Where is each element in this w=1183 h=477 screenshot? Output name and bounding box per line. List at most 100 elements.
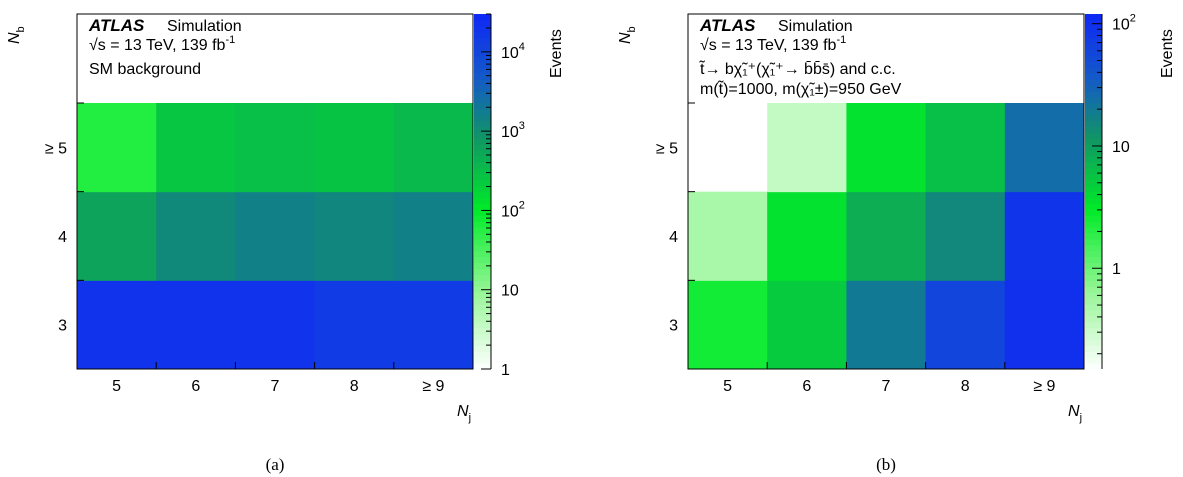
- colorbar-segment: [474, 126, 491, 133]
- colorbar-tick-label-main: 1: [1112, 261, 1121, 278]
- colorbar-segment: [474, 339, 491, 346]
- y-axis-title-sub: b: [15, 26, 27, 32]
- x-axis-title-sub: j: [468, 412, 471, 424]
- y-tick-label: 4: [669, 229, 678, 246]
- x-tick-label: 5: [112, 378, 121, 395]
- colorbar-segment: [1085, 197, 1102, 204]
- colorbar-segment: [1085, 108, 1102, 116]
- colorbar-segment: [1085, 167, 1102, 175]
- heatmap-cell: [846, 280, 927, 370]
- colorbar-segment: [474, 221, 491, 228]
- colorbar-segment: [1085, 61, 1102, 68]
- colorbar-segment: [474, 49, 491, 57]
- x-axis-title: Nj: [457, 403, 471, 424]
- colorbar-segment: [474, 43, 491, 51]
- colorbar-segment: [1085, 126, 1102, 133]
- colorbar-segment: [474, 209, 491, 216]
- colorbar-segment: [1085, 333, 1102, 341]
- y-axis-title-main: N: [617, 32, 634, 44]
- colorbar-tick-label-sup: 4: [519, 41, 525, 53]
- figure-caption: (a): [266, 455, 285, 474]
- heatmap-cell: [846, 191, 927, 281]
- colorbar-segment: [1085, 79, 1102, 86]
- colorbar-segment: [1085, 31, 1102, 39]
- colorbar-segment: [1085, 156, 1102, 163]
- heatmap-cell: [314, 280, 395, 370]
- colorbar-segment: [474, 256, 491, 264]
- heatmap-cell: [77, 103, 157, 193]
- colorbar-segment: [1085, 19, 1102, 27]
- colorbar-segment: [474, 268, 491, 275]
- colorbar-segment: [1085, 363, 1102, 370]
- x-tick-label: 5: [723, 378, 732, 395]
- heatmap-cell: [156, 280, 236, 370]
- colorbar-segment: [474, 191, 491, 199]
- colorbar-segment: [1085, 25, 1102, 33]
- colorbar-tick-label-main: 10: [501, 124, 519, 141]
- heatmap-cell: [156, 103, 236, 193]
- legend-line: m(t̃)=1000, m(χ̃₁±)=950 GeV: [700, 79, 902, 98]
- colorbar-tick-label: 103: [501, 120, 525, 141]
- colorbar-segment: [474, 215, 491, 222]
- heatmap-cell: [393, 103, 474, 193]
- x-tick-label: 7: [882, 378, 891, 395]
- colorbar-tick-label: 102: [501, 199, 525, 220]
- colorbar-segment: [474, 120, 491, 128]
- colorbar-segment: [1085, 209, 1102, 216]
- colorbar-segment: [1085, 303, 1102, 311]
- colorbar-tick-label: 1: [501, 362, 510, 379]
- simulation-label: Simulation: [778, 18, 853, 35]
- heatmap-cell: [1004, 103, 1085, 193]
- y-axis-title: Nb: [6, 26, 27, 44]
- x-axis-title-sub: j: [1079, 412, 1082, 424]
- colorbar-segment: [474, 303, 491, 311]
- y-tick-label: 4: [58, 229, 67, 246]
- colorbar-tick-label-main: 10: [1112, 17, 1130, 34]
- colorbar-segment: [1085, 132, 1102, 139]
- heatmap-cell: [314, 191, 395, 281]
- colorbar-segment: [474, 315, 491, 323]
- energy-label-sup: -1: [836, 34, 846, 46]
- y-tick-label: 3: [58, 318, 67, 335]
- x-tick-label: ≥ 9: [422, 378, 444, 395]
- colorbar-segment: [474, 90, 491, 98]
- colorbar-tick-label: 104: [501, 41, 525, 62]
- colorbar-segment: [474, 262, 491, 270]
- heatmap-cell: [1004, 280, 1085, 370]
- simulation-label: Simulation: [167, 18, 242, 35]
- colorbar-segment: [474, 250, 491, 258]
- colorbar-tick-label-main: 10: [501, 283, 519, 300]
- heatmap-cell: [767, 280, 847, 370]
- colorbar-segment: [474, 150, 491, 157]
- colorbar-tick-label-sup: 2: [1130, 13, 1136, 25]
- colorbar-segment: [474, 67, 491, 74]
- colorbar-segment: [474, 274, 491, 281]
- energy-label-main: √s = 13 TeV, 139 fb: [89, 37, 226, 54]
- colorbar-segment: [474, 114, 491, 122]
- colorbar-segment: [1085, 268, 1102, 275]
- colorbar-segment: [1085, 256, 1102, 264]
- colorbar-segment: [474, 73, 491, 80]
- colorbar-segment: [1085, 14, 1102, 21]
- heatmap-cell: [156, 191, 236, 281]
- colorbar-segment: [1085, 203, 1102, 210]
- colorbar-segment: [1085, 315, 1102, 323]
- colorbar-tick-label: 10: [501, 283, 519, 300]
- colorbar-segment: [474, 351, 491, 358]
- colorbar-segment: [1085, 185, 1102, 193]
- colorbar-segment: [1085, 150, 1102, 157]
- colorbar-segment: [1085, 67, 1102, 74]
- colorbar-segment: [474, 280, 491, 287]
- x-tick-label: 6: [802, 378, 811, 395]
- colorbar-segment: [1085, 345, 1102, 352]
- colorbar-segment: [1085, 286, 1102, 293]
- colorbar-segment: [474, 309, 491, 317]
- colorbar-segment: [474, 321, 491, 329]
- heatmap-cell: [688, 191, 768, 281]
- colorbar-segment: [1085, 262, 1102, 270]
- colorbar-segment: [474, 138, 491, 145]
- colorbar-tick-label-main: 10: [501, 45, 519, 62]
- colorbar-segment: [1085, 250, 1102, 258]
- colorbar-segment: [1085, 274, 1102, 281]
